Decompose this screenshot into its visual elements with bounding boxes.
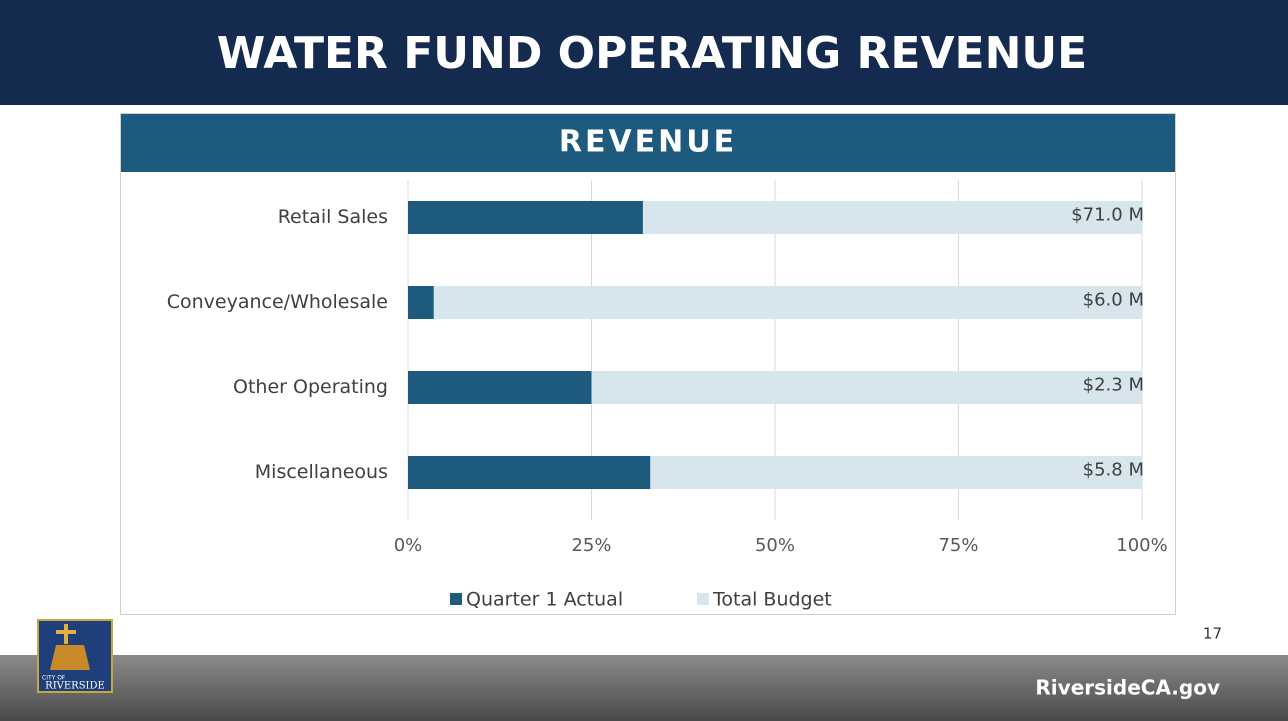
y-tick-label: Miscellaneous (255, 461, 388, 483)
x-tick-label: 100% (1116, 535, 1167, 556)
bar (408, 201, 643, 234)
logo: CITY OF RIVERSIDE (37, 619, 113, 693)
logo-cross (56, 630, 76, 634)
x-tick-label: 75% (938, 535, 978, 556)
x-tick-label: 50% (755, 535, 795, 556)
x-tick-label: 25% (571, 535, 611, 556)
budget-label: $6.0 M (1083, 290, 1144, 311)
legend-label: Quarter 1 Actual (466, 589, 623, 611)
x-tick-label: 0% (394, 535, 423, 556)
legend-swatch (697, 593, 709, 605)
y-tick-label: Retail Sales (278, 206, 388, 228)
legend-label: Total Budget (712, 589, 832, 611)
page-number: 17 (1203, 625, 1222, 643)
slide-title: WATER FUND OPERATING REVENUE (217, 28, 1087, 79)
footer-band (0, 655, 1288, 721)
legend-swatch (450, 593, 462, 605)
chart-header (121, 114, 1175, 172)
bar (408, 371, 592, 404)
y-tick-label: Other Operating (233, 376, 388, 398)
logo-text: CITY OF (42, 675, 66, 682)
bar (408, 286, 1142, 319)
chart-frame (120, 113, 1176, 615)
budget-label: $5.8 M (1083, 460, 1144, 481)
bar (408, 286, 434, 319)
logo-bell (50, 645, 90, 670)
logo-text: RIVERSIDE (45, 681, 105, 692)
budget-label: $2.3 M (1083, 375, 1144, 396)
chart-title: REVENUE (559, 125, 737, 160)
budget-label: $71.0 M (1071, 205, 1144, 226)
y-tick-label: Conveyance/Wholesale (167, 291, 388, 313)
title-band (0, 0, 1288, 105)
bar (408, 456, 651, 489)
footer-text: RiversideCA.gov (1035, 676, 1220, 700)
